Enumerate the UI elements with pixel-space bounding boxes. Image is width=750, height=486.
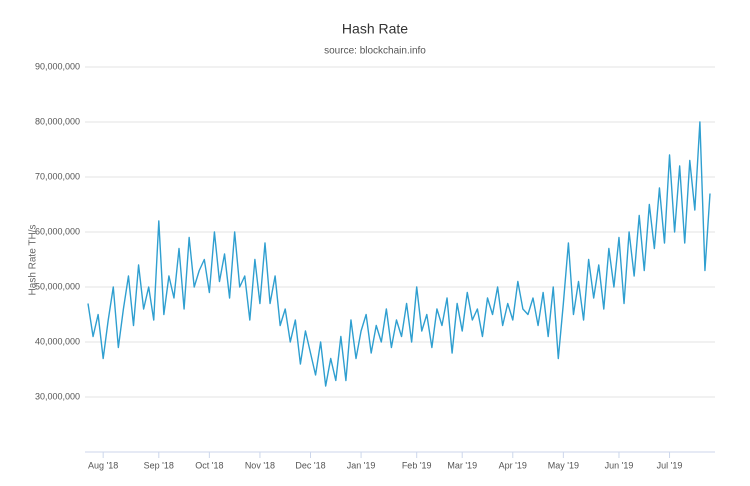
x-tick-label: Jun '19 (605, 460, 634, 470)
x-tick-label: Feb '19 (402, 460, 432, 470)
x-tick-label: Sep '18 (144, 460, 174, 470)
x-tick-label: Jul '19 (657, 460, 683, 470)
y-tick-label: 70,000,000 (35, 171, 80, 181)
y-tick-label: 50,000,000 (35, 281, 80, 291)
x-tick-label: Mar '19 (447, 460, 477, 470)
x-tick-label: Jan '19 (347, 460, 376, 470)
y-tick-label: 30,000,000 (35, 391, 80, 401)
x-tick-label: Dec '18 (295, 460, 325, 470)
x-tick-label: Aug '18 (88, 460, 118, 470)
x-tick-label: Nov '18 (245, 460, 275, 470)
x-tick-label: Oct '18 (195, 460, 223, 470)
chart-subtitle: source: blockchain.info (324, 46, 426, 57)
y-tick-label: 80,000,000 (35, 116, 80, 126)
x-tick-label: May '19 (548, 460, 579, 470)
y-axis-label: Hash Rate TH/s (28, 225, 39, 296)
x-tick-label: Apr '19 (499, 460, 527, 470)
y-tick-label: 60,000,000 (35, 226, 80, 236)
chart-title: Hash Rate (342, 21, 408, 37)
y-tick-label: 40,000,000 (35, 336, 80, 346)
y-tick-label: 90,000,000 (35, 61, 80, 71)
data-line (87, 121, 711, 387)
